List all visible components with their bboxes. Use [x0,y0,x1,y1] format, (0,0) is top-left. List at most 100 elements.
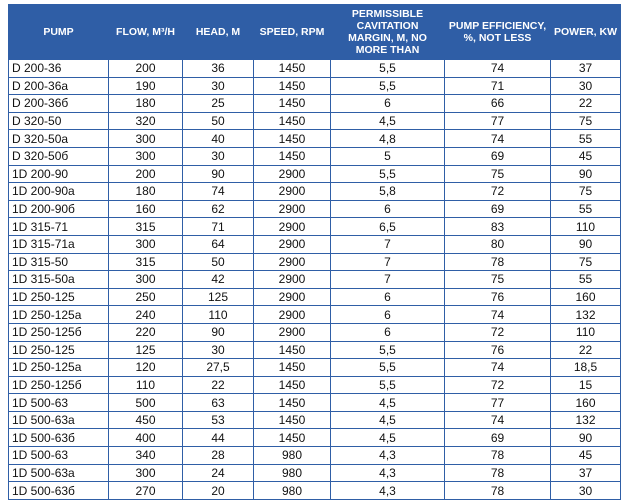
value-cell: 90 [182,322,254,342]
value-cell: 132 [550,305,621,324]
table-row: 1D 315-50 315 50 2900 7 78 75 [8,252,621,272]
value-cell: 6 [330,287,445,307]
value-cell: 36 [182,59,254,78]
value-cell: 76 [444,287,551,307]
table-row: 1D 500-63a 450 53 1450 4,5 74 132 [8,410,621,430]
pump-cell: 1D 200-90 [8,164,109,184]
value-cell: 1450 [253,94,331,113]
value-cell: 6 [330,322,445,342]
value-cell: 27,5 [182,358,254,377]
value-cell: 37 [550,463,621,483]
table-row: 1D 500-63a 300 24 980 4,3 78 37 [8,463,621,483]
value-cell: 4,5 [330,428,445,448]
value-cell: 66 [444,94,551,113]
value-cell: 980 [253,481,331,500]
value-cell: 75 [444,270,551,289]
value-cell: 90 [550,234,621,254]
value-cell: 980 [253,463,331,483]
value-cell: 2900 [253,252,331,272]
value-cell: 25 [182,94,254,113]
value-cell: 63 [182,393,254,412]
table-row: 1D 250-125a 120 27,5 1450 5,5 74 18,5 [8,358,621,377]
value-cell: 2900 [253,287,331,307]
value-cell: 78 [444,481,551,500]
value-cell: 4,5 [330,111,445,131]
value-cell: 6,5 [330,217,445,236]
table-row: 1D 315-71 315 71 2900 6,5 83 110 [8,217,621,236]
value-cell: 45 [550,446,621,465]
pump-table: PUMP FLOW, M³/H HEAD, M SPEED, RPM PERMISSIB… [8,4,621,500]
pump-cell: 1D 500-63a [8,463,109,483]
value-cell: 180 [108,182,183,201]
value-cell: 74 [444,129,551,148]
value-cell: 90 [182,164,254,184]
value-cell: 69 [444,428,551,448]
value-cell: 90 [550,428,621,448]
pump-cell: 1D 250-125б [8,375,109,395]
table-row: D 320-50 320 50 1450 4,5 77 75 [8,111,621,131]
column-header: PUMP [8,4,109,60]
value-cell: 2900 [253,199,331,219]
value-cell: 300 [108,146,183,166]
value-cell: 180 [108,94,183,113]
value-cell: 22 [550,340,621,360]
value-cell: 500 [108,393,183,412]
value-cell: 400 [108,428,183,448]
value-cell: 83 [444,217,551,236]
value-cell: 50 [182,111,254,131]
value-cell: 20 [182,481,254,500]
value-cell: 18,5 [550,358,621,377]
value-cell: 2900 [253,182,331,201]
value-cell: 315 [108,252,183,272]
value-cell: 74 [444,410,551,430]
table-row: D 200-36б 180 25 1450 6 66 22 [8,94,621,113]
value-cell: 125 [108,340,183,360]
value-cell: 69 [444,146,551,166]
value-cell: 30 [550,76,621,96]
pump-cell: 1D 250-125 [8,287,109,307]
table-row: 1D 315-71a 300 64 2900 7 80 90 [8,234,621,254]
table-row: 1D 250-125 250 125 2900 6 76 160 [8,287,621,307]
table-row: 1D 250-125б 220 90 2900 6 72 110 [8,322,621,342]
pump-cell: D 200-36б [8,94,109,113]
table-row: 1D 500-63 500 63 1450 4,5 77 160 [8,393,621,412]
table-row: 1D 200-90 200 90 2900 5,5 75 90 [8,164,621,184]
value-cell: 75 [550,182,621,201]
header-row: PUMP FLOW, M³/H HEAD, M SPEED, RPM PERMISSIB… [8,4,621,60]
column-header: PUMP EFFICIENCY, %, NOT LESS [444,4,551,60]
value-cell: 64 [182,234,254,254]
value-cell: 74 [444,358,551,377]
value-cell: 5,5 [330,59,445,78]
column-header: FLOW, M³/H [108,4,183,60]
value-cell: 1450 [253,428,331,448]
table-row: 1D 500-63б 270 20 980 4,3 78 30 [8,481,621,500]
table-row: D 320-50б 300 30 1450 5 69 45 [8,146,621,166]
pump-cell: 1D 500-63 [8,393,109,412]
value-cell: 55 [550,199,621,219]
table-row: 1D 500-63 340 28 980 4,3 78 45 [8,446,621,465]
value-cell: 300 [108,463,183,483]
value-cell: 78 [444,252,551,272]
value-cell: 132 [550,410,621,430]
value-cell: 2900 [253,322,331,342]
value-cell: 75 [550,252,621,272]
value-cell: 980 [253,446,331,465]
value-cell: 5,5 [330,358,445,377]
value-cell: 7 [330,270,445,289]
value-cell: 2900 [253,305,331,324]
pump-cell: 1D 500-63б [8,428,109,448]
value-cell: 200 [108,59,183,78]
value-cell: 42 [182,270,254,289]
value-cell: 50 [182,252,254,272]
value-cell: 4,3 [330,463,445,483]
value-cell: 2900 [253,217,331,236]
value-cell: 6 [330,199,445,219]
value-cell: 160 [550,393,621,412]
pump-cell: 1D 315-71a [8,234,109,254]
value-cell: 120 [108,358,183,377]
value-cell: 30 [550,481,621,500]
value-cell: 340 [108,446,183,465]
value-cell: 30 [182,340,254,360]
value-cell: 110 [550,322,621,342]
value-cell: 53 [182,410,254,430]
